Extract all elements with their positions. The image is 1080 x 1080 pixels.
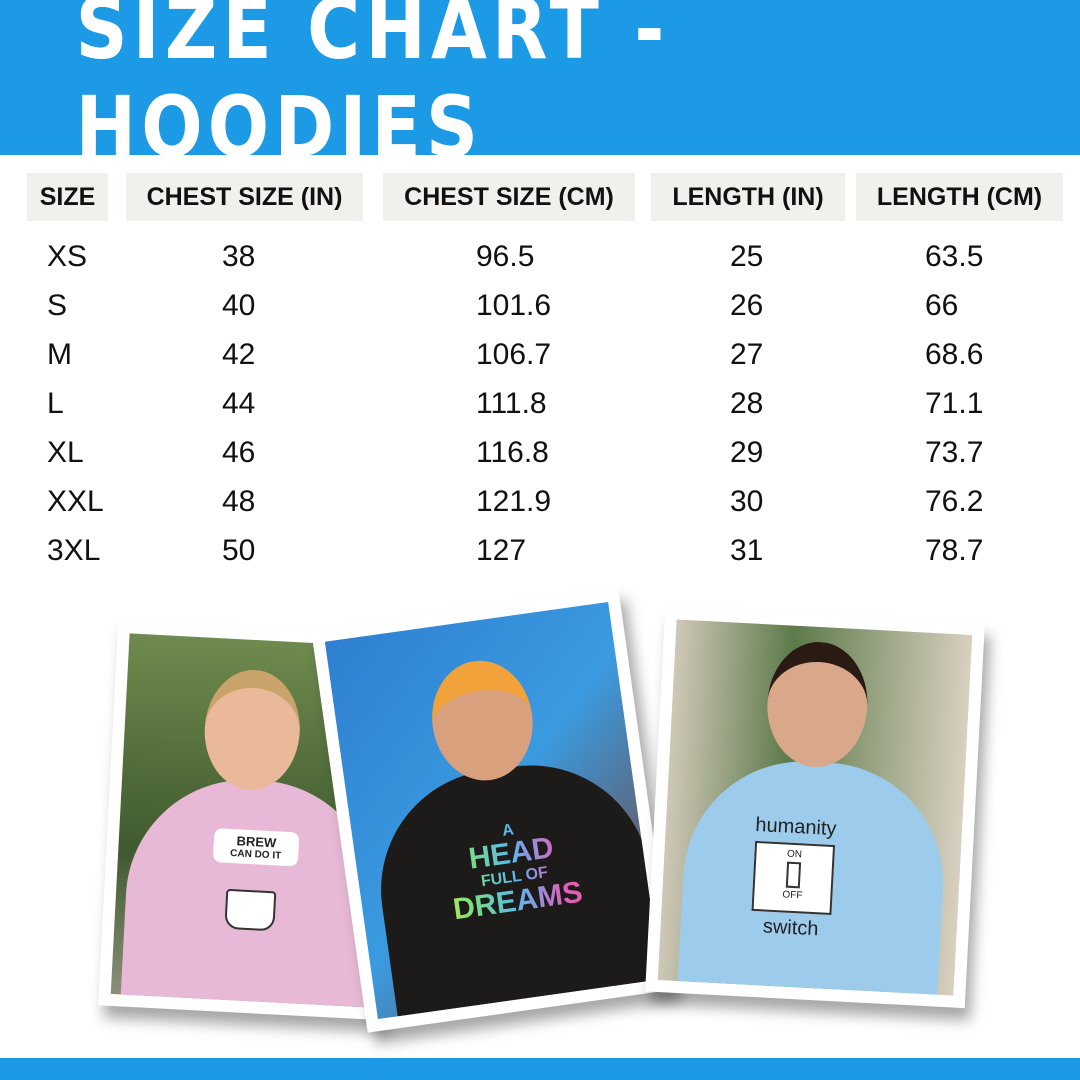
column-header: CHEST SIZE (CM) — [383, 173, 635, 221]
title-banner: SIZE CHART - HOODIES — [0, 0, 1080, 176]
table-cell: 116.8 — [476, 436, 549, 469]
table-cell: 25 — [730, 240, 764, 273]
table-cell: 28 — [730, 387, 764, 420]
table-cell: 29 — [730, 436, 764, 469]
table-cell: S — [47, 289, 68, 322]
print-line: ON — [786, 848, 803, 861]
table-cell: 106.7 — [476, 338, 552, 371]
page-title: SIZE CHART - HOODIES — [75, 0, 670, 176]
table-cell: 76.2 — [925, 485, 984, 518]
footer-band — [0, 1058, 1080, 1080]
table-cell: 27 — [730, 338, 764, 371]
table-cell: M — [47, 338, 72, 371]
column-header: CHEST SIZE (IN) — [126, 173, 363, 221]
table-cell: 71.1 — [925, 387, 984, 420]
table-cell: XS — [47, 240, 88, 273]
column-header: SIZE — [27, 173, 108, 221]
photo-blue-hoodie: humanity ON OFF switch — [645, 606, 985, 1009]
table-cell: 50 — [222, 534, 256, 567]
table-cell: 46 — [222, 436, 256, 469]
column-header: LENGTH (IN) — [651, 173, 845, 221]
table-cell: 3XL — [47, 534, 101, 567]
table-cell: 111.8 — [476, 387, 547, 420]
table-cell: 42 — [222, 338, 256, 371]
table-cell: 48 — [222, 485, 256, 518]
table-cell: XL — [47, 436, 84, 469]
table-cell: 44 — [222, 387, 256, 420]
table-cell: 66 — [925, 289, 959, 322]
table-cell: 73.7 — [925, 436, 984, 469]
table-cell: L — [47, 387, 64, 420]
table-cell: 127 — [476, 534, 527, 567]
table-cell: 78.7 — [925, 534, 984, 567]
switch-icon: ON OFF — [751, 840, 836, 916]
mug-icon — [224, 888, 277, 932]
table-cell: 101.6 — [476, 289, 552, 322]
table-cell: XXL — [47, 485, 104, 518]
table-cell: 121.9 — [476, 485, 552, 518]
table-cell: 38 — [222, 240, 256, 273]
table-cell: 63.5 — [925, 240, 984, 273]
table-cell: 30 — [730, 485, 764, 518]
table-cell: 40 — [222, 289, 256, 322]
print-line: OFF — [782, 889, 803, 902]
table-cell: 68.6 — [925, 338, 984, 371]
table-cell: 96.5 — [476, 240, 535, 273]
table-cell: 26 — [730, 289, 764, 322]
table-cell: 31 — [730, 534, 764, 567]
photo-black-hoodie: A HEAD FULL OF DREAMS — [311, 588, 675, 1033]
column-header: LENGTH (CM) — [856, 173, 1063, 221]
